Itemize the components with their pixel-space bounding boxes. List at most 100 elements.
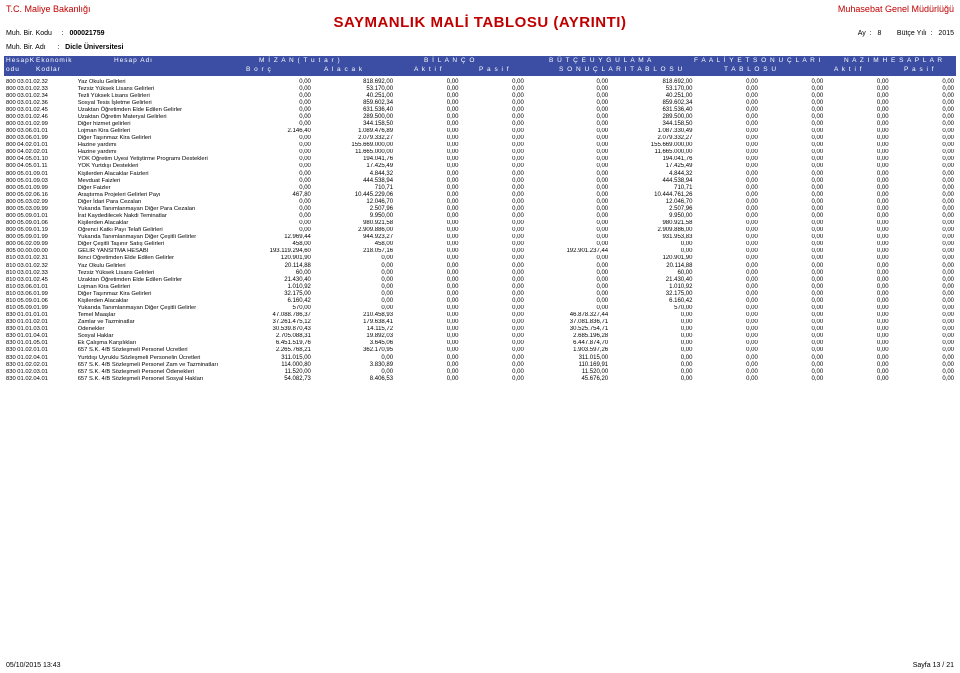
cell-value: 0,00 <box>526 283 610 290</box>
cell-code: 830 01.02.04.01 <box>4 375 76 382</box>
table-row: 800 05.09.01.06Kişilerden Alacaklar0,009… <box>4 220 956 227</box>
cell-code: 800 03.01.02.46 <box>4 113 76 120</box>
cell-value: 0,00 <box>694 255 759 262</box>
cell-value: 0,00 <box>825 248 890 255</box>
ay-value: 8 <box>877 30 881 37</box>
cell-value: 0,00 <box>891 262 956 269</box>
cell-value: 0,00 <box>760 276 825 283</box>
cell-value: 0,00 <box>694 156 759 163</box>
cell-desc: Hazine yardımı <box>76 149 239 156</box>
cell-value: 0,00 <box>395 290 460 297</box>
cell-code: 800 06.02.09.99 <box>4 241 76 248</box>
col-bilanco: B İ L A N Ç O <box>424 57 475 64</box>
cell-desc: Diğer Taşınmaz Kira Gelirleri <box>76 135 239 142</box>
cell-code: 800 03.06.01.01 <box>4 128 76 135</box>
cell-value: 54.082,73 <box>239 375 313 382</box>
cell-value: 0,00 <box>760 234 825 241</box>
cell-value: 0,00 <box>395 262 460 269</box>
cell-code: 800 05.09.01.19 <box>4 227 76 234</box>
cell-value: 0,00 <box>760 212 825 219</box>
cell-value: 0,00 <box>526 234 610 241</box>
cell-value: 0,00 <box>891 149 956 156</box>
cell-value: 30.525.754,71 <box>526 326 610 333</box>
cell-value: 0,00 <box>395 305 460 312</box>
cell-value: 0,00 <box>760 368 825 375</box>
ay-label: Ay <box>858 30 866 37</box>
cell-value: 980.921,58 <box>313 220 395 227</box>
cell-value: 0,00 <box>760 149 825 156</box>
col-aktif2: A k t i f <box>834 66 863 73</box>
cell-value: 0,00 <box>694 375 759 382</box>
cell-value: 37.261.475,12 <box>239 319 313 326</box>
cell-value: 0,00 <box>694 78 759 85</box>
cell-value: 0,00 <box>694 135 759 142</box>
cell-code: 810 05.09.01.06 <box>4 297 76 304</box>
table-row: 800 05.01.09.01Kişilerden Alacaklar Faiz… <box>4 170 956 177</box>
cell-value: 0,00 <box>239 106 313 113</box>
cell-value: 0,00 <box>610 326 694 333</box>
cell-value: 0,00 <box>825 241 890 248</box>
cell-value: 0,00 <box>610 375 694 382</box>
table-row: 810 03.06.01.01Lojman Kira Gelirleri1.01… <box>4 283 956 290</box>
cell-value: 0,00 <box>460 234 525 241</box>
cell-value: 60,00 <box>610 269 694 276</box>
cell-value: 0,00 <box>825 106 890 113</box>
cell-value: 0,00 <box>891 106 956 113</box>
cell-code: 830 01.01.01.01 <box>4 312 76 319</box>
cell-value: 0,00 <box>526 106 610 113</box>
table-row: 800 03.01.02.99Diğer hizmet gelirleri0,0… <box>4 120 956 127</box>
cell-value: 0,00 <box>891 347 956 354</box>
cell-value: 155.669.000,00 <box>610 142 694 149</box>
cell-value: 362.170,95 <box>313 347 395 354</box>
cell-value: 0,00 <box>460 269 525 276</box>
cell-value: 0,00 <box>460 184 525 191</box>
cell-value: 0,00 <box>460 248 525 255</box>
cell-desc: Sosyal Haklar <box>76 333 239 340</box>
cell-value: 0,00 <box>460 99 525 106</box>
cell-value: 0,00 <box>891 326 956 333</box>
cell-value: 0,00 <box>313 255 395 262</box>
cell-value: 0,00 <box>610 319 694 326</box>
cell-value: 0,00 <box>460 312 525 319</box>
cell-value: 0,00 <box>694 305 759 312</box>
cell-value: 0,00 <box>694 361 759 368</box>
cell-value: 458,00 <box>313 241 395 248</box>
cell-value: 944.923,27 <box>313 234 395 241</box>
cell-value: 0,00 <box>694 269 759 276</box>
table-row: 810 03.01.02.32Yaz Okulu Gelirleri20.114… <box>4 262 956 269</box>
cell-desc: 657 S.K. 4/B Sözleşmeli Personel Ödenekl… <box>76 368 239 375</box>
cell-value: 19.892,03 <box>313 333 395 340</box>
cell-value: 0,00 <box>891 170 956 177</box>
cell-desc: Araştırma Projeleri Gelirleri Payı <box>76 191 239 198</box>
cell-value: 0,00 <box>891 78 956 85</box>
cell-code: 800 05.03.02.99 <box>4 198 76 205</box>
cell-value: 12.046,70 <box>313 198 395 205</box>
cell-value: 0,00 <box>760 85 825 92</box>
cell-value: 0,00 <box>891 283 956 290</box>
cell-value: 0,00 <box>891 177 956 184</box>
page-title: SAYMANLIK MALİ TABLOSU (AYRINTI) <box>0 14 960 31</box>
cell-code: 800 05.01.09.99 <box>4 184 76 191</box>
cell-value: 0,00 <box>891 135 956 142</box>
table-row: 830 01.01.05.01Ek Çalışma Karşılıkları6.… <box>4 340 956 347</box>
cell-value: 0,00 <box>891 297 956 304</box>
cell-code: 810 03.01.02.33 <box>4 269 76 276</box>
cell-value: 1.010,92 <box>610 283 694 290</box>
cell-code: 810 03.06.01.99 <box>4 290 76 297</box>
cell-value: 0,00 <box>825 113 890 120</box>
table-row: 800 05.03.09.99Yukarıda Tanımlanmayan Di… <box>4 205 956 212</box>
cell-value: 0,00 <box>239 220 313 227</box>
cell-value: 0,00 <box>825 361 890 368</box>
cell-value: 0,00 <box>694 184 759 191</box>
cell-value: 0,00 <box>760 92 825 99</box>
cell-desc: YÖK Yurtdışı Destekleri <box>76 163 239 170</box>
table-row: 830 01.02.04.01657 S.K. 4/B Sözleşmeli P… <box>4 375 956 382</box>
table-row: 830 01.02.03.01657 S.K. 4/B Sözleşmeli P… <box>4 368 956 375</box>
cell-value: 9.950,00 <box>313 212 395 219</box>
cell-value: 0,00 <box>760 283 825 290</box>
cell-value: 444.538,94 <box>313 177 395 184</box>
cell-desc: Lojman Kira Gelirleri <box>76 283 239 290</box>
cell-desc: YÖK Öğretim Üyesi Yetiştirme Programı De… <box>76 156 239 163</box>
cell-value: 1.087.330,49 <box>610 128 694 135</box>
cell-value: 20.114,88 <box>610 262 694 269</box>
